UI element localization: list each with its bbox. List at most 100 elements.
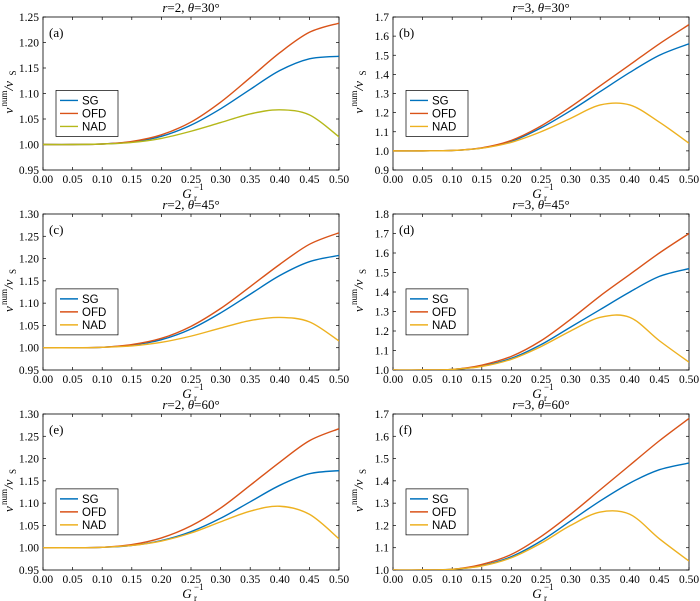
y-axis-label-tail: /v xyxy=(1,479,16,490)
series-line-nad xyxy=(393,314,689,370)
x-tick-label: 0.00 xyxy=(33,374,53,386)
x-axis-label: G xyxy=(532,386,542,401)
chart-panel-b: r=3, θ=30°0.00 0.05 0.10 0.15 0.20 0.25 0.30 0.… xyxy=(349,0,699,203)
y-tick-label: 1.5 xyxy=(375,50,390,62)
x-tick-label: 0.45 xyxy=(649,574,669,586)
panel-title: r=3, θ=30° xyxy=(512,0,569,15)
x-tick-label: 0.30 xyxy=(561,574,581,586)
x-tick-label: 0.30 xyxy=(211,574,231,586)
y-axis-label-tail-sub: S xyxy=(8,469,18,474)
x-tick-label: 0.25 xyxy=(181,374,201,386)
panel-label: (e) xyxy=(49,422,63,437)
title-theta-value: =30° xyxy=(544,0,570,15)
title-r-symbol: r xyxy=(512,197,518,212)
x-tick-label: 0.35 xyxy=(590,174,610,186)
y-axis-label-tail: /v xyxy=(351,479,366,490)
title-theta-symbol: θ xyxy=(538,397,545,412)
x-tick-label: 0.00 xyxy=(383,174,403,186)
x-tick-label: 0.40 xyxy=(620,574,640,586)
y-tick-label: 1.6 xyxy=(375,248,390,260)
legend-label-nad: NAD xyxy=(82,121,106,133)
title-r-symbol: r xyxy=(512,0,518,15)
legend-box xyxy=(405,90,469,137)
x-tick-label: 0.15 xyxy=(472,574,492,586)
legend-label-nad: NAD xyxy=(432,121,456,133)
x-tick-label: 0.35 xyxy=(240,574,260,586)
x-tick-label: 0.05 xyxy=(413,574,433,586)
y-axis-label-sup: num xyxy=(0,90,9,106)
title-theta-value: =45° xyxy=(544,197,570,212)
y-axis-label-tail: /v xyxy=(351,81,366,92)
legend-label-nad: NAD xyxy=(82,320,106,332)
x-tick-label: 0.25 xyxy=(181,174,201,186)
y-tick-label: 1.4 xyxy=(375,69,390,81)
x-tick-label: 0.00 xyxy=(33,174,53,186)
title-theta-symbol: θ xyxy=(188,397,195,412)
y-axis-label-v: v xyxy=(351,108,366,114)
series-line-nad xyxy=(393,510,689,570)
panel-title: r=3, θ=60° xyxy=(512,397,569,412)
x-tick-label: 0.30 xyxy=(211,374,231,386)
x-axis-label: G xyxy=(532,186,542,201)
x-tick-label: 0.30 xyxy=(561,374,581,386)
legend-box xyxy=(405,488,469,536)
title-r-value: =2, xyxy=(167,397,187,412)
x-tick-label: 0.50 xyxy=(329,374,349,386)
x-tick-label: 0.40 xyxy=(270,174,290,186)
y-axis-label-tail-sub: S xyxy=(8,269,18,274)
legend-label-ofd: OFD xyxy=(432,307,456,319)
legend-label-ofd: OFD xyxy=(82,507,106,519)
x-axis-label: G xyxy=(532,586,542,601)
y-tick-label: 0.95 xyxy=(19,165,39,177)
y-axis-label-v: v xyxy=(351,506,366,512)
y-tick-label: 1.05 xyxy=(19,114,39,126)
title-r-symbol: r xyxy=(162,0,168,15)
x-axis-label: G xyxy=(182,186,192,201)
x-axis-label-sup: −1 xyxy=(544,382,554,392)
panel-title: r=2, θ=45° xyxy=(162,197,219,212)
y-tick-label: 1.5 xyxy=(375,268,390,280)
y-axis-label-tail: /v xyxy=(351,279,366,290)
y-tick-label: 1.4 xyxy=(375,476,390,488)
panel-title: r=2, θ=60° xyxy=(162,397,219,412)
y-tick-label: 1.3 xyxy=(375,89,390,101)
x-tick-label: 0.00 xyxy=(383,374,403,386)
title-r-value: =2, xyxy=(167,0,187,15)
legend-label-sg: SG xyxy=(82,494,99,506)
x-axis-label-sup: −1 xyxy=(544,582,554,592)
panel-label: (b) xyxy=(399,25,414,40)
x-tick-label: 0.45 xyxy=(299,574,319,586)
x-tick-label: 0.45 xyxy=(299,374,319,386)
x-tick-label: 0.35 xyxy=(240,374,260,386)
y-tick-label: 1.3 xyxy=(375,498,390,510)
legend-label-sg: SG xyxy=(432,95,449,107)
y-tick-label: 1.10 xyxy=(19,89,39,101)
x-tick-label: 0.45 xyxy=(649,374,669,386)
x-axis-label-sub: r xyxy=(194,193,197,203)
y-axis-label-v: v xyxy=(1,306,16,312)
y-axis-label-tail-sub: S xyxy=(358,70,368,75)
x-tick-label: 0.35 xyxy=(590,574,610,586)
title-theta-symbol: θ xyxy=(538,197,545,212)
y-tick-label: 1.00 xyxy=(19,140,39,152)
x-tick-label: 0.20 xyxy=(151,174,171,186)
series-line-nad xyxy=(43,109,339,146)
x-axis-label-sup: −1 xyxy=(194,582,204,592)
legend-label-sg: SG xyxy=(82,294,99,306)
title-theta-value: =60° xyxy=(544,397,570,412)
y-tick-label: 1.2 xyxy=(375,520,390,532)
x-axis-label-sub: r xyxy=(544,193,547,203)
x-tick-label: 0.15 xyxy=(122,574,142,586)
title-r-value: =3, xyxy=(517,397,537,412)
x-tick-label: 0.40 xyxy=(620,374,640,386)
x-tick-label: 0.50 xyxy=(679,574,699,586)
y-tick-label: 1.05 xyxy=(19,320,39,332)
y-axis-label-sup: num xyxy=(349,489,359,505)
y-tick-label: 1.25 xyxy=(19,231,39,243)
